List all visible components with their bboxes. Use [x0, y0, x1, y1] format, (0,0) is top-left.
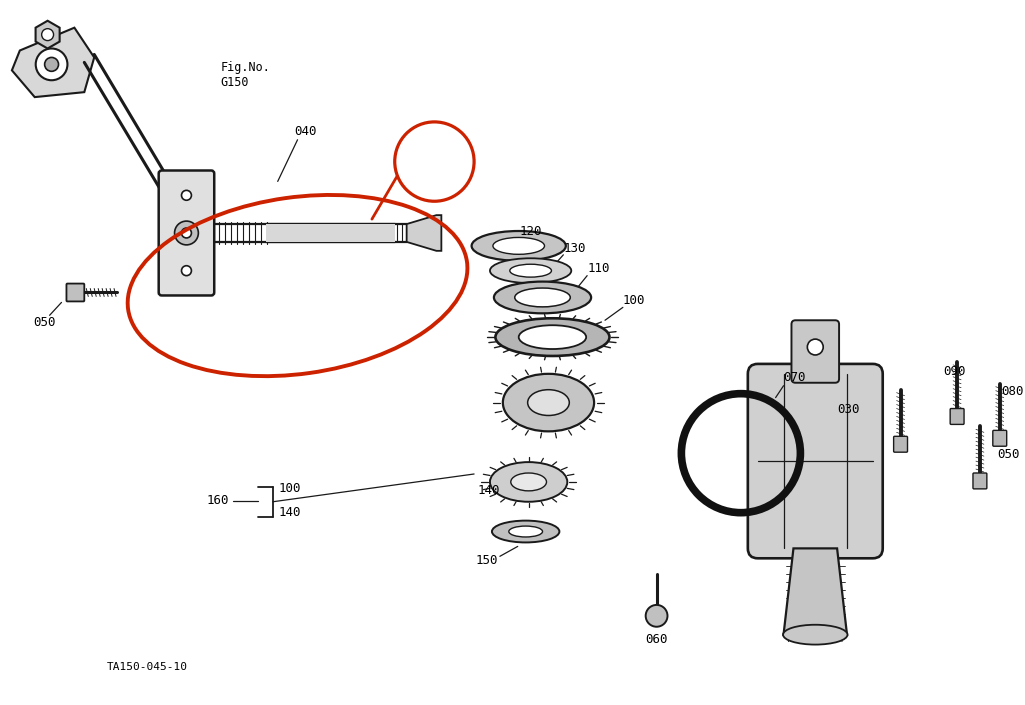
- Ellipse shape: [528, 390, 569, 415]
- Ellipse shape: [494, 281, 591, 313]
- Ellipse shape: [472, 231, 566, 261]
- Circle shape: [36, 49, 68, 80]
- Ellipse shape: [519, 325, 586, 349]
- FancyBboxPatch shape: [894, 436, 907, 452]
- Text: Fig.No.: Fig.No.: [220, 61, 270, 74]
- Circle shape: [181, 266, 192, 276]
- Circle shape: [45, 57, 58, 71]
- Ellipse shape: [510, 473, 546, 491]
- Polygon shape: [12, 27, 94, 97]
- Text: 090: 090: [943, 365, 966, 379]
- Text: 140: 140: [478, 484, 500, 497]
- FancyBboxPatch shape: [791, 320, 839, 383]
- Text: TA150-045-10: TA150-045-10: [108, 663, 189, 673]
- Circle shape: [808, 339, 823, 355]
- Ellipse shape: [495, 318, 610, 356]
- FancyBboxPatch shape: [950, 408, 965, 424]
- Text: 080: 080: [1001, 385, 1024, 398]
- Text: 160: 160: [207, 494, 230, 508]
- Ellipse shape: [508, 526, 542, 537]
- Text: 110: 110: [587, 262, 610, 275]
- FancyBboxPatch shape: [67, 283, 84, 302]
- Text: 030: 030: [836, 403, 859, 416]
- Text: 070: 070: [783, 372, 806, 384]
- FancyBboxPatch shape: [973, 473, 987, 489]
- Text: 100: 100: [623, 294, 646, 307]
- Ellipse shape: [515, 288, 570, 307]
- Circle shape: [181, 190, 192, 200]
- Circle shape: [174, 221, 199, 245]
- Text: 120: 120: [520, 224, 542, 238]
- Ellipse shape: [503, 374, 594, 431]
- Text: G150: G150: [220, 75, 249, 89]
- FancyBboxPatch shape: [159, 171, 214, 295]
- Text: 050: 050: [34, 316, 56, 329]
- Text: 140: 140: [279, 506, 301, 519]
- Text: 060: 060: [646, 633, 668, 646]
- Text: 040: 040: [294, 125, 317, 138]
- Text: 010: 010: [422, 146, 447, 159]
- Ellipse shape: [509, 264, 551, 277]
- Ellipse shape: [493, 238, 544, 255]
- Polygon shape: [783, 548, 847, 634]
- Polygon shape: [407, 215, 442, 251]
- Circle shape: [181, 228, 192, 238]
- Ellipse shape: [492, 520, 560, 542]
- Text: 100: 100: [279, 482, 301, 496]
- FancyBboxPatch shape: [993, 430, 1007, 446]
- Bar: [265, 224, 395, 242]
- Circle shape: [42, 29, 53, 41]
- Ellipse shape: [490, 258, 571, 283]
- Text: 050: 050: [996, 448, 1019, 460]
- Text: -020: -020: [418, 164, 450, 177]
- Text: 130: 130: [564, 243, 586, 255]
- Circle shape: [395, 122, 475, 201]
- Ellipse shape: [490, 462, 567, 502]
- Circle shape: [646, 605, 667, 627]
- FancyBboxPatch shape: [748, 364, 883, 558]
- Ellipse shape: [783, 625, 848, 644]
- Text: 150: 150: [476, 554, 498, 567]
